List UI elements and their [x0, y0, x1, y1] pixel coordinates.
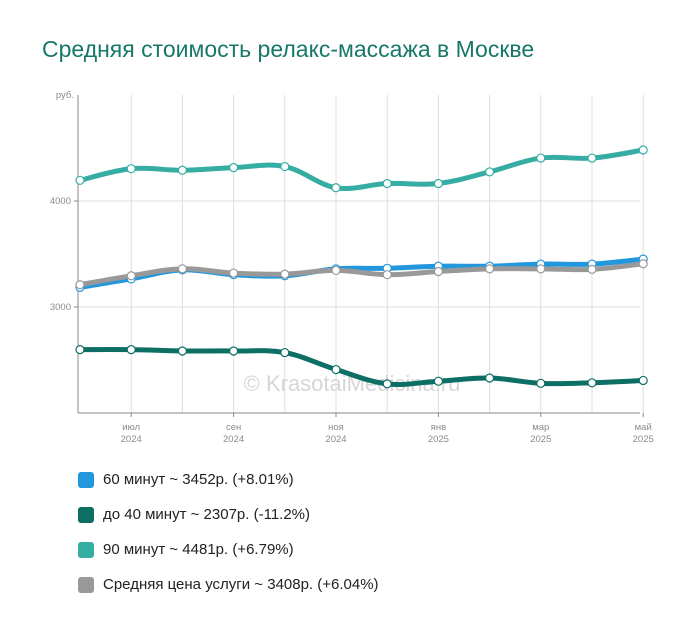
- data-point-s40: [331, 364, 341, 375]
- data-point-s90: [587, 153, 597, 163]
- legend-label-60-min: 60 минут ~ 3452р. (+8.01%): [103, 471, 294, 488]
- series-line-s40: [77, 347, 646, 387]
- data-point-s40: [75, 345, 85, 355]
- data-point-s40: [433, 376, 443, 386]
- legend-item-average-price[interactable]: Средняя цена услуги ~ 3408р. (+6.04%): [78, 567, 379, 602]
- data-point-s90: [638, 145, 648, 155]
- legend-swatch-60-min: [78, 471, 94, 488]
- data-point-s40: [177, 346, 187, 356]
- chart-title: Средняя стоимость релакс-массажа в Москв…: [42, 36, 535, 62]
- data-point-avg: [536, 264, 546, 274]
- data-point-s90: [177, 165, 187, 175]
- legend-item-90-min[interactable]: 90 минут ~ 4481р. (+6.79%): [78, 532, 379, 567]
- x-tick-label-year: 2024: [325, 434, 346, 445]
- x-tick-label-month: янв: [431, 422, 446, 433]
- data-point-avg: [485, 264, 495, 274]
- x-tick-label-month: ноя: [328, 422, 344, 433]
- legend-item-60-min[interactable]: 60 минут ~ 3452р. (+8.01%): [78, 462, 379, 497]
- data-point-avg: [638, 259, 648, 269]
- data-point-avg: [433, 266, 443, 277]
- x-tick-label-month: май: [635, 422, 652, 433]
- data-point-avg: [126, 271, 136, 281]
- data-point-s90: [126, 164, 136, 174]
- legend-swatch-under-40-min: [78, 506, 94, 523]
- data-point-avg: [177, 264, 187, 274]
- data-point-s90: [331, 183, 341, 193]
- data-point-s90: [536, 153, 546, 163]
- data-point-s40: [382, 379, 392, 389]
- legend-swatch-90-min: [78, 541, 94, 558]
- data-point-s90: [229, 163, 239, 173]
- data-point-s40: [485, 373, 495, 383]
- data-point-avg: [587, 264, 597, 274]
- x-tick-label-year: 2025: [530, 434, 551, 445]
- x-tick-label-month: мар: [532, 422, 549, 433]
- y-tick-label: 4000: [50, 196, 71, 207]
- data-point-s90: [280, 161, 290, 172]
- x-tick-label-year: 2024: [223, 434, 244, 445]
- legend-label-90-min: 90 минут ~ 4481р. (+6.79%): [103, 541, 294, 558]
- x-tick-label-year: 2025: [633, 434, 654, 445]
- series-line-s90: [77, 147, 646, 191]
- x-tick-label-month: сен: [226, 422, 241, 433]
- grid: [78, 95, 644, 413]
- series-s40: [75, 345, 648, 389]
- y-unit-label: руб.: [56, 90, 74, 101]
- data-point-avg: [229, 268, 239, 278]
- x-tick-label-year: 2025: [428, 434, 449, 445]
- line-chart: руб.30004000июл2024сен2024ноя2024янв2025…: [50, 90, 654, 445]
- data-point-s40: [280, 347, 290, 358]
- data-point-s90: [382, 178, 392, 189]
- series-avg: [75, 259, 648, 290]
- data-point-avg: [280, 269, 290, 279]
- x-tick-label-month: июл: [122, 422, 140, 433]
- legend-label-average-price: Средняя цена услуги ~ 3408р. (+6.04%): [103, 576, 379, 593]
- data-point-s40: [229, 346, 239, 356]
- data-point-s90: [485, 167, 495, 177]
- series-s90: [75, 145, 648, 193]
- legend: 60 минут ~ 3452р. (+8.01%) до 40 минут ~…: [78, 462, 379, 602]
- data-point-s90: [75, 175, 85, 185]
- data-point-avg: [75, 280, 85, 290]
- data-point-avg: [382, 270, 392, 280]
- data-point-s40: [638, 375, 648, 386]
- data-point-s40: [536, 378, 546, 388]
- y-tick-label: 3000: [50, 302, 71, 313]
- legend-item-under-40-min[interactable]: до 40 минут ~ 2307р. (-11.2%): [78, 497, 379, 532]
- legend-swatch-average-price: [78, 576, 94, 593]
- x-tick-label-year: 2024: [121, 434, 142, 445]
- data-point-avg: [331, 265, 341, 276]
- data-point-s90: [433, 178, 443, 189]
- data-point-s40: [587, 378, 597, 388]
- legend-label-under-40-min: до 40 минут ~ 2307р. (-11.2%): [103, 506, 311, 523]
- data-point-s40: [126, 345, 136, 355]
